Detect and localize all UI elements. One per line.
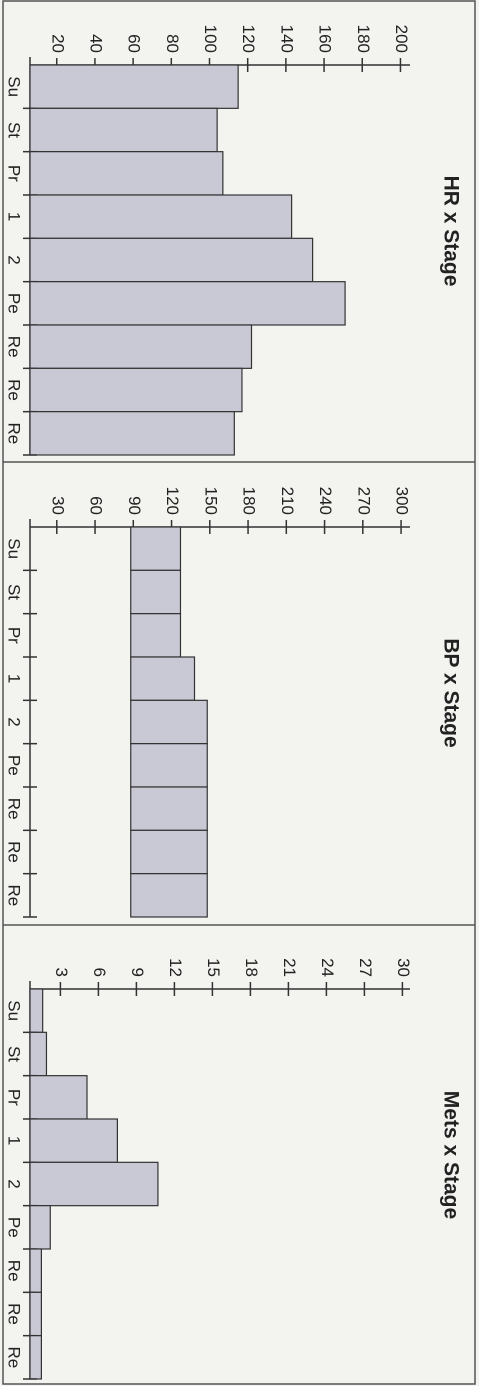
bar	[29, 107, 218, 153]
x-tick-label: St	[5, 1046, 24, 1062]
y-tick-label: 300	[393, 487, 412, 515]
bar	[29, 324, 253, 369]
bar	[29, 237, 314, 283]
bar	[29, 367, 243, 413]
x-tick-label: Pr	[5, 627, 24, 644]
y-tick-label: 180	[354, 25, 373, 53]
range-bar	[130, 569, 182, 615]
range-bar	[130, 829, 208, 875]
x-tick-label: Pr	[5, 1089, 24, 1106]
bar	[29, 151, 224, 196]
y-tick-label: 180	[240, 487, 259, 515]
chart-title: BP x Stage	[439, 638, 462, 747]
y-tick-label: 30	[394, 958, 413, 977]
x-tick-label: 2	[5, 255, 24, 264]
x-tick-label: Su	[5, 76, 24, 97]
bar	[29, 194, 293, 239]
x-tick-label: Re	[5, 884, 24, 906]
bar	[29, 1075, 88, 1120]
y-tick-label: 270	[354, 487, 373, 515]
y-tick-label: 80	[163, 34, 182, 53]
y-tick-label: 20	[48, 34, 67, 53]
x-tick-label: Re	[5, 1346, 24, 1368]
y-tick-label: 40	[86, 34, 105, 53]
y-tick-label: 120	[239, 25, 258, 53]
range-bar	[130, 786, 208, 831]
y-tick-label: 140	[277, 25, 296, 53]
y-tick-label: 3	[52, 968, 71, 977]
x-tick-label: Re	[5, 841, 24, 863]
range-bar	[130, 526, 182, 571]
bar	[29, 1118, 118, 1163]
bar	[29, 1291, 42, 1337]
range-bar	[130, 613, 182, 658]
y-tick-label: 12	[166, 958, 185, 977]
x-tick-label: 1	[5, 212, 24, 221]
x-tick-label: Pr	[5, 165, 24, 182]
y-tick-label: 21	[280, 958, 299, 977]
y-tick-label: 210	[278, 487, 297, 515]
y-tick-label: 9	[128, 968, 147, 977]
x-tick-label: Su	[5, 538, 24, 559]
x-tick-label: Re	[5, 379, 24, 401]
bar	[29, 1161, 159, 1207]
y-tick-label: 60	[87, 496, 106, 515]
y-tick-label: 24	[318, 958, 337, 977]
bar	[29, 281, 346, 326]
chart-title: HR x Stage	[439, 176, 462, 287]
x-tick-label: Re	[5, 1303, 24, 1325]
x-tick-label: Pe	[5, 755, 24, 776]
bar	[29, 988, 44, 1033]
x-tick-label: Re	[5, 1260, 24, 1282]
bar	[29, 411, 235, 456]
x-tick-label: 2	[5, 717, 24, 726]
y-tick-label: 6	[90, 968, 109, 977]
y-tick-label: 18	[242, 958, 261, 977]
y-tick-label: 60	[125, 34, 144, 53]
x-tick-label: St	[5, 584, 24, 600]
bar	[29, 1031, 48, 1077]
x-tick-label: Re	[5, 336, 24, 358]
y-tick-label: 160	[316, 25, 335, 53]
bar	[29, 1248, 42, 1293]
y-tick-label: 15	[204, 958, 223, 977]
range-bar	[130, 656, 196, 701]
x-tick-label: 2	[5, 1179, 24, 1188]
range-bar	[130, 873, 208, 918]
y-tick-label: 90	[125, 496, 144, 515]
y-tick-label: 30	[48, 496, 67, 515]
y-tick-label: 240	[316, 487, 335, 515]
range-bar	[130, 743, 208, 788]
x-tick-label: St	[5, 122, 24, 138]
bar	[29, 1335, 42, 1380]
y-tick-label: 27	[356, 958, 375, 977]
bar	[29, 64, 239, 109]
y-tick-label: 100	[201, 25, 220, 53]
x-tick-label: Su	[5, 1000, 24, 1021]
x-tick-label: 1	[5, 674, 24, 683]
x-tick-label: Re	[5, 798, 24, 820]
chart-title: Mets x Stage	[439, 1091, 462, 1219]
y-tick-label: 200	[392, 25, 411, 53]
range-bar	[130, 699, 208, 745]
x-tick-label: Re	[5, 422, 24, 444]
x-tick-label: Pe	[5, 293, 24, 314]
y-tick-label: 150	[201, 487, 220, 515]
x-tick-label: 1	[5, 1136, 24, 1145]
y-tick-label: 120	[163, 487, 182, 515]
x-tick-label: Pe	[5, 1217, 24, 1238]
bar	[29, 1205, 51, 1250]
